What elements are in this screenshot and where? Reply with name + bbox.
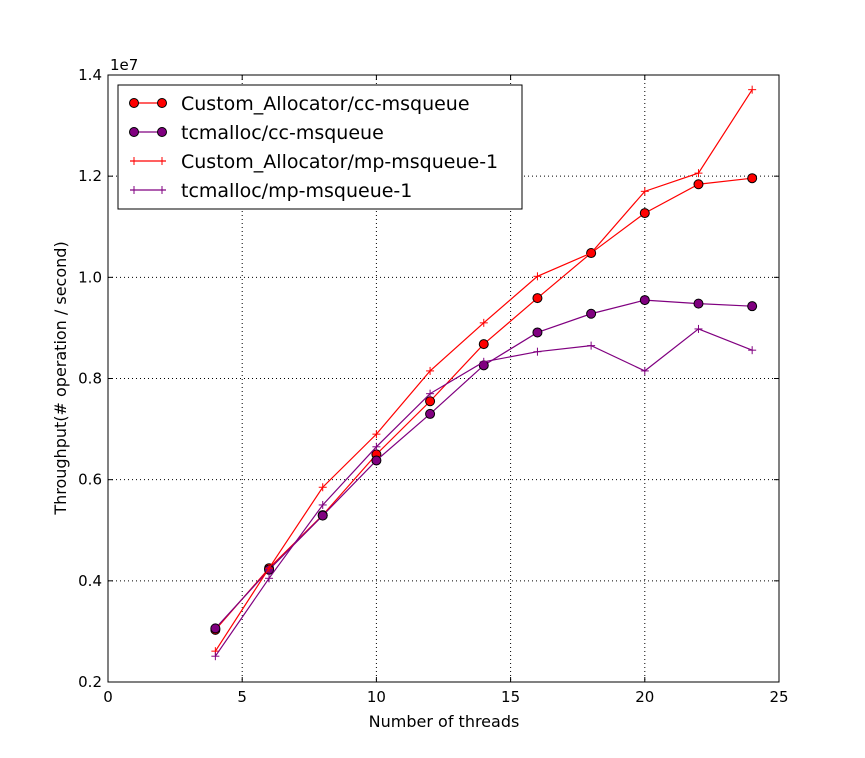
legend: Custom_Allocator/cc-msqueue tcmalloc/cc-m… bbox=[117, 84, 523, 210]
y-tick-label: 1.0 bbox=[78, 268, 102, 286]
legend-marker bbox=[157, 127, 167, 137]
y-scale-label: 1e7 bbox=[110, 56, 138, 74]
x-tick-label: 20 bbox=[635, 688, 654, 706]
series-1 bbox=[210, 173, 758, 635]
data-point bbox=[317, 510, 328, 521]
legend-box bbox=[117, 84, 523, 210]
data-point bbox=[693, 179, 704, 190]
data-point bbox=[587, 249, 596, 258]
data-point bbox=[640, 187, 649, 196]
data-point bbox=[639, 295, 650, 306]
x-tick-label: 0 bbox=[103, 688, 113, 706]
y-tick-label: 0.2 bbox=[78, 673, 102, 691]
data-point bbox=[478, 339, 489, 350]
data-point bbox=[210, 623, 221, 634]
data-point bbox=[426, 366, 435, 375]
data-point bbox=[533, 272, 542, 281]
y-axis-label: Throughput(# operation / second) bbox=[51, 241, 70, 515]
legend-entry: Custom_Allocator/cc-msqueue bbox=[129, 93, 470, 115]
x-tick-label: 10 bbox=[367, 688, 386, 706]
data-point bbox=[748, 346, 757, 355]
data-point bbox=[694, 324, 703, 333]
data-point bbox=[211, 652, 220, 661]
data-point bbox=[586, 308, 597, 319]
legend-entry: tcmalloc/cc-msqueue bbox=[129, 122, 384, 144]
series-lines bbox=[210, 85, 758, 661]
data-point bbox=[693, 298, 704, 309]
series-3 bbox=[211, 85, 757, 656]
x-axis-label: Number of threads bbox=[369, 712, 520, 731]
data-point bbox=[747, 301, 758, 312]
data-point bbox=[587, 341, 596, 350]
legend-marker bbox=[129, 127, 139, 137]
data-point bbox=[747, 173, 758, 184]
data-point bbox=[639, 208, 650, 219]
series-line bbox=[214, 177, 753, 631]
data-point bbox=[265, 564, 274, 573]
y-tick-label: 1.4 bbox=[78, 66, 102, 84]
legend-label: Custom_Allocator/cc-msqueue bbox=[181, 93, 470, 115]
data-point bbox=[371, 455, 382, 466]
data-point bbox=[640, 366, 649, 375]
data-point bbox=[533, 347, 542, 356]
legend-marker bbox=[158, 186, 166, 194]
y-tick-label: 0.4 bbox=[78, 572, 102, 590]
x-tick-label: 15 bbox=[501, 688, 520, 706]
data-point bbox=[318, 500, 327, 509]
legend-entry: tcmalloc/mp-msqueue-1 bbox=[130, 180, 412, 202]
legend-label: Custom_Allocator/mp-msqueue-1 bbox=[181, 151, 498, 173]
legend-marker bbox=[157, 98, 167, 108]
legend-marker bbox=[129, 98, 139, 108]
data-point bbox=[425, 396, 436, 407]
legend-marker bbox=[130, 186, 138, 194]
data-point bbox=[532, 293, 543, 304]
data-point bbox=[265, 574, 274, 583]
data-point bbox=[372, 442, 381, 451]
legend-label: tcmalloc/cc-msqueue bbox=[181, 122, 384, 144]
data-point bbox=[479, 357, 488, 366]
legend-marker bbox=[158, 157, 166, 165]
x-tick-label: 5 bbox=[237, 688, 247, 706]
data-point bbox=[372, 430, 381, 439]
y-tick-label: 1.2 bbox=[78, 167, 102, 185]
legend-label: tcmalloc/mp-msqueue-1 bbox=[181, 180, 412, 202]
data-point bbox=[748, 85, 757, 94]
series-4 bbox=[211, 324, 757, 661]
data-point bbox=[425, 408, 436, 419]
x-tick-label: 25 bbox=[769, 688, 788, 706]
axis-ticks: 0 5 10 15 20 25 0.2 0.4 0.6 0.8 1.0 1.2 1.4 bbox=[78, 66, 788, 706]
data-point bbox=[532, 327, 543, 338]
data-point bbox=[479, 318, 488, 327]
data-point bbox=[694, 169, 703, 178]
series-line bbox=[214, 328, 753, 657]
y-tick-label: 0.6 bbox=[78, 471, 102, 489]
data-point bbox=[318, 483, 327, 492]
data-point bbox=[426, 389, 435, 398]
y-tick-label: 0.8 bbox=[78, 370, 102, 388]
legend-marker bbox=[130, 157, 138, 165]
legend-entry: Custom_Allocator/mp-msqueue-1 bbox=[130, 151, 498, 173]
